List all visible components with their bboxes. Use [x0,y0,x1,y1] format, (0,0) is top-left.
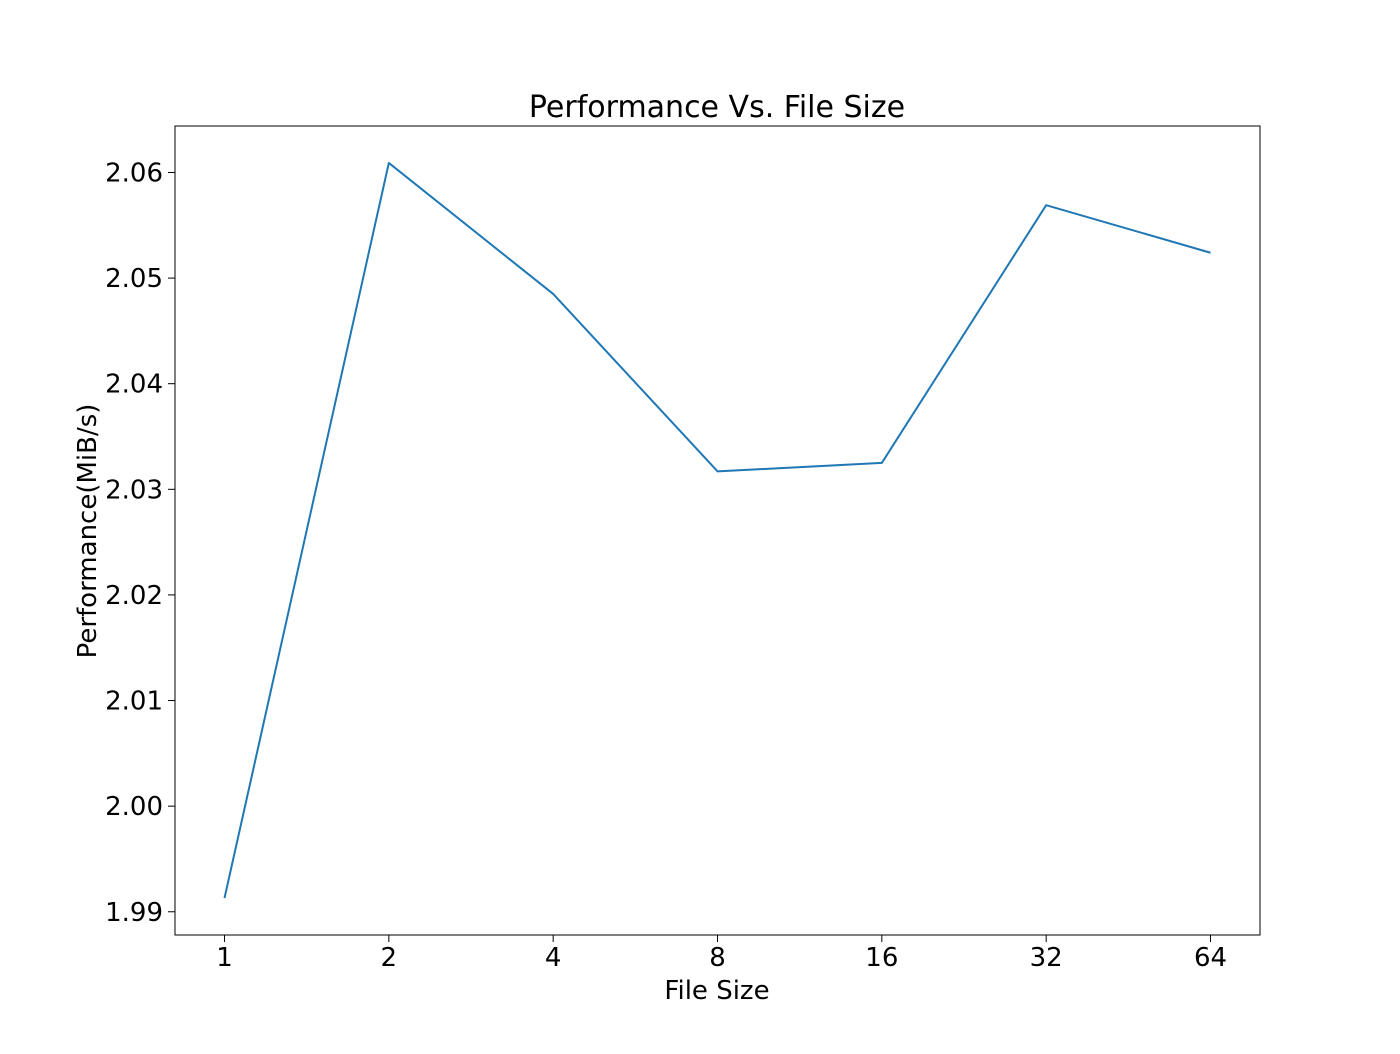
series-layer [223,161,1212,899]
data-point [1210,252,1212,254]
y-tick-label: 2.05 [105,264,163,294]
x-axis: 1 2 4 8 16 32 64 [216,935,1227,973]
series-line [223,161,1211,899]
y-tick-label: 2.01 [105,687,163,717]
y-axis: 1.99 2.00 2.01 2.02 2.03 2.04 2.05 2.06 [105,158,175,928]
x-tick-label: 2 [381,943,398,973]
x-tick-label: 4 [545,943,562,973]
y-tick-label: 2.00 [105,792,163,822]
data-point [881,462,883,464]
x-tick-label: 1 [216,943,233,973]
x-tick-label: 8 [709,943,726,973]
chart-title: Performance Vs. File Size [529,90,905,125]
y-tick-label: 2.06 [105,158,163,188]
x-axis-label: File Size [664,976,769,1006]
x-tick-label: 16 [865,943,898,973]
y-axis-label: Performance(MiB/s) [73,404,103,659]
data-point [552,293,554,295]
data-point [224,897,226,899]
x-tick-label: 64 [1194,943,1227,973]
y-tick-label: 1.99 [105,898,163,928]
y-tick-label: 2.03 [105,475,163,505]
data-point [717,470,719,472]
x-tick-label: 32 [1030,943,1063,973]
y-tick-label: 2.04 [105,370,163,400]
data-point [1045,204,1047,206]
y-tick-label: 2.02 [105,581,163,611]
data-point [388,162,390,164]
